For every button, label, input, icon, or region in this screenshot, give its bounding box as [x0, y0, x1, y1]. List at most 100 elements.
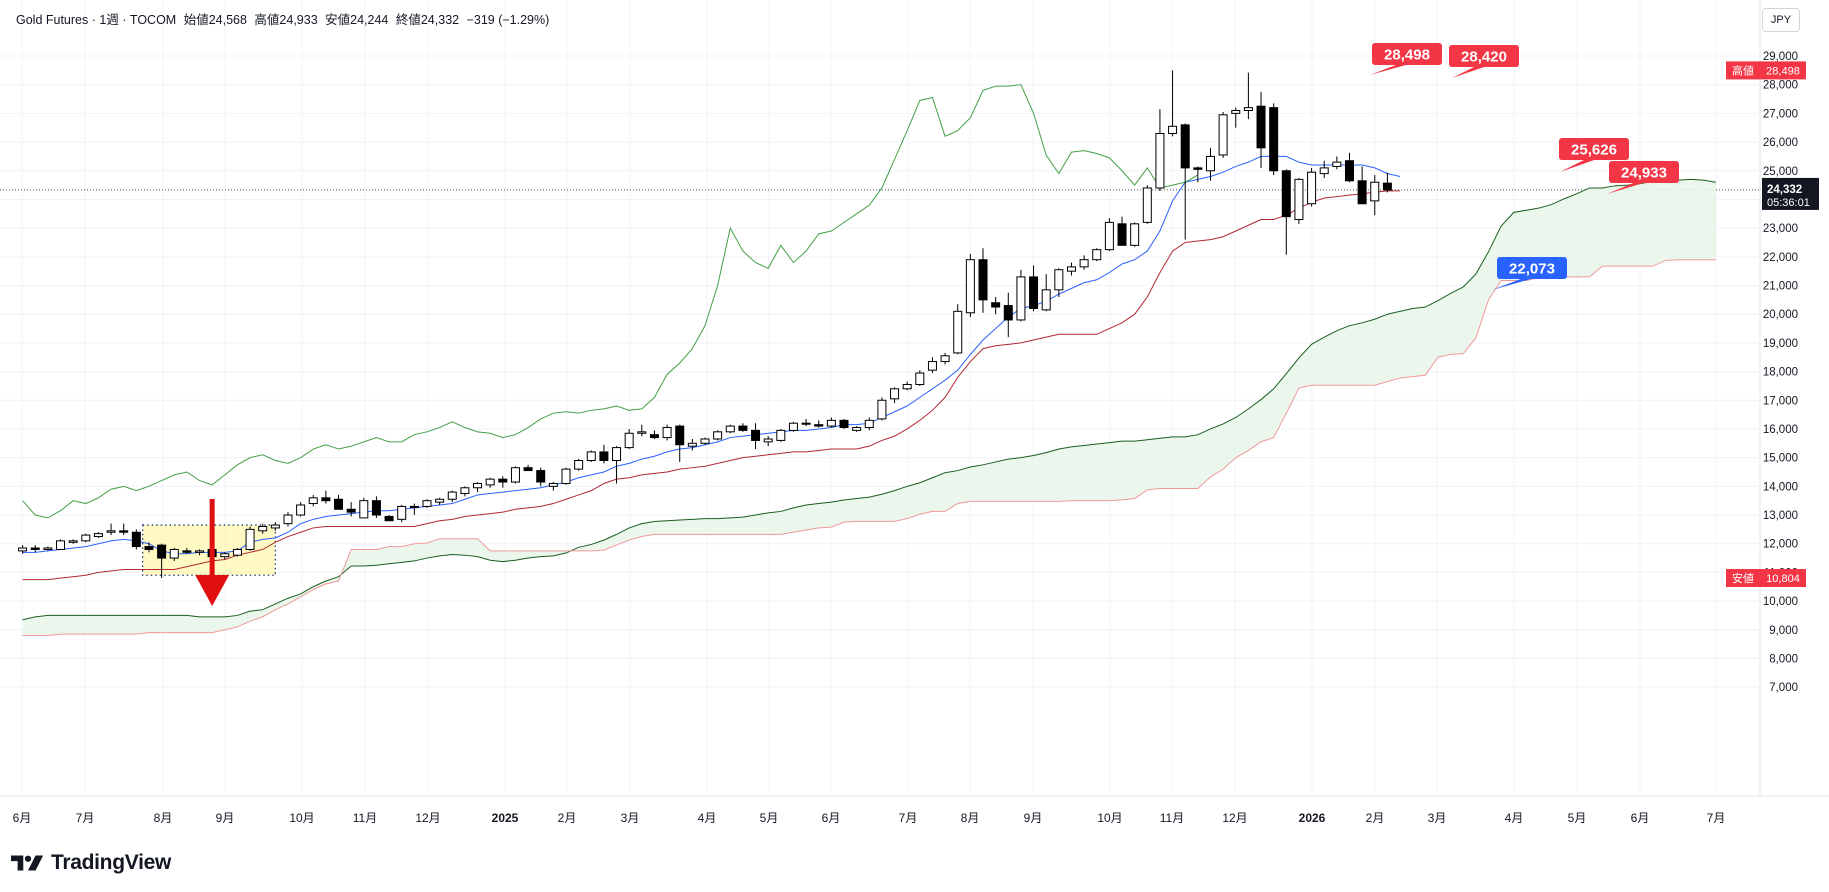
- candle-body: [1231, 110, 1241, 114]
- candle-body: [93, 533, 103, 538]
- candle-body: [397, 505, 407, 520]
- time-tick-label: 8月: [154, 811, 173, 825]
- candle-body: [1281, 170, 1291, 218]
- candle-body: [510, 467, 520, 483]
- candle-body: [902, 383, 912, 390]
- legend-change: −319 (−1.29%): [466, 13, 550, 27]
- callout-high-3-box: [1559, 138, 1629, 160]
- candle-body: [599, 451, 609, 462]
- time-tick-label: 2026: [1299, 811, 1326, 825]
- price-tick-label: 19,000: [1763, 338, 1798, 350]
- candle-body: [763, 438, 773, 443]
- candle-body: [852, 427, 862, 431]
- candle-body: [1370, 181, 1380, 202]
- candle-body: [1319, 167, 1329, 175]
- candle-body: [713, 431, 723, 440]
- candle-body: [1243, 107, 1253, 112]
- candle-body: [574, 460, 584, 470]
- time-tick-label: 4月: [1505, 811, 1524, 825]
- candle-body: [1130, 223, 1140, 246]
- candle-body: [195, 550, 205, 553]
- price-axis[interactable]: 29,00028,00027,00026,00025,00024,00023,0…: [1726, 51, 1819, 694]
- candle-body: [232, 548, 242, 556]
- candle-body: [953, 310, 963, 354]
- time-tick-label: 2月: [1366, 811, 1385, 825]
- candle-body: [498, 478, 508, 483]
- red-arrow-annotation: [195, 499, 230, 606]
- callout-high-4-box: [1609, 161, 1679, 183]
- candle-body: [687, 442, 697, 447]
- price-tick-label: 29,000: [1763, 51, 1798, 63]
- candle-body: [940, 355, 950, 363]
- candle-body: [826, 419, 836, 427]
- callout-high-2-pointer: [1452, 65, 1490, 78]
- price-tick-label: 13,000: [1763, 510, 1798, 522]
- candle-body: [1104, 221, 1114, 251]
- candle-body: [220, 553, 230, 558]
- callout-high-2: 28,420: [1461, 49, 1507, 66]
- candle-body: [991, 302, 1001, 308]
- time-tick-label: 2025: [492, 811, 519, 825]
- candle-body: [435, 498, 445, 503]
- candle-body: [409, 505, 419, 508]
- candle-body: [460, 487, 470, 495]
- callout-high-1: 28,498: [1384, 47, 1430, 64]
- legend-title: Gold Futures · 1週 · TOCOM: [16, 13, 177, 27]
- candle-body: [649, 434, 659, 439]
- candle-body: [371, 500, 381, 516]
- price-tick-label: 22,000: [1763, 252, 1798, 264]
- candle-body: [245, 528, 255, 550]
- candle-body: [1294, 178, 1304, 221]
- candle-body: [965, 259, 975, 314]
- chikou-span-line: [22, 84, 1199, 519]
- candle-body: [1168, 125, 1178, 134]
- candle-body: [258, 525, 268, 532]
- candle-body: [624, 432, 634, 449]
- candle-body: [144, 546, 154, 550]
- candle-body: [915, 372, 925, 385]
- time-tick-label: 3月: [1428, 811, 1447, 825]
- candle-body: [1307, 171, 1317, 205]
- high-tag-label: 高値: [1732, 63, 1754, 77]
- candle-body: [157, 544, 167, 559]
- candle-body: [586, 451, 596, 462]
- countdown-label: 05:36:01: [1767, 197, 1810, 209]
- time-tick-label: 12月: [1222, 811, 1247, 825]
- candle-body: [1066, 266, 1076, 272]
- current-price-label: 24,332: [1767, 184, 1802, 196]
- candle-body: [119, 530, 129, 533]
- time-tick-label: 9月: [1024, 811, 1043, 825]
- time-tick-label: 6月: [13, 811, 32, 825]
- candle-body: [978, 259, 988, 301]
- kijun-sen-line: [22, 190, 1401, 581]
- ichimoku-cloud: [22, 178, 1717, 637]
- price-tick-label: 8,000: [1769, 653, 1798, 665]
- candle-body: [612, 447, 622, 462]
- candle-body: [283, 514, 293, 525]
- tradingview-wordmark: TradingView: [51, 851, 172, 874]
- candle-body: [1142, 187, 1152, 223]
- price-tick-label: 16,000: [1763, 424, 1798, 436]
- price-tick-label: 9,000: [1769, 625, 1798, 637]
- candle-body: [1344, 160, 1354, 182]
- time-tick-label: 4月: [698, 811, 717, 825]
- candle-body: [877, 399, 887, 420]
- currency-button[interactable]: JPY: [1762, 8, 1800, 32]
- tradingview-logo-icon: [11, 855, 44, 871]
- callout-high-3-pointer: [1560, 158, 1600, 172]
- candle-body: [1003, 305, 1013, 321]
- candle-body: [927, 361, 937, 371]
- price-tick-label: 10,000: [1763, 596, 1798, 608]
- candle-body: [1016, 276, 1026, 321]
- candle-body: [359, 500, 369, 519]
- time-axis[interactable]: 6月 7月 8月 9月 10月 11月 12月 2025 2月 3月 4月 5月 6月 7月 8月 9月 10月…: [13, 811, 1726, 825]
- cloud-fill: [22, 179, 1716, 636]
- candle-body: [1193, 167, 1203, 170]
- tradingview-logo[interactable]: TradingView: [11, 851, 171, 875]
- price-tick-label: 20,000: [1763, 309, 1798, 321]
- candle-body: [308, 497, 318, 505]
- price-tick-label: 25,000: [1763, 166, 1798, 178]
- time-tick-label: 5月: [1568, 811, 1587, 825]
- price-tick-label: 23,000: [1763, 223, 1798, 235]
